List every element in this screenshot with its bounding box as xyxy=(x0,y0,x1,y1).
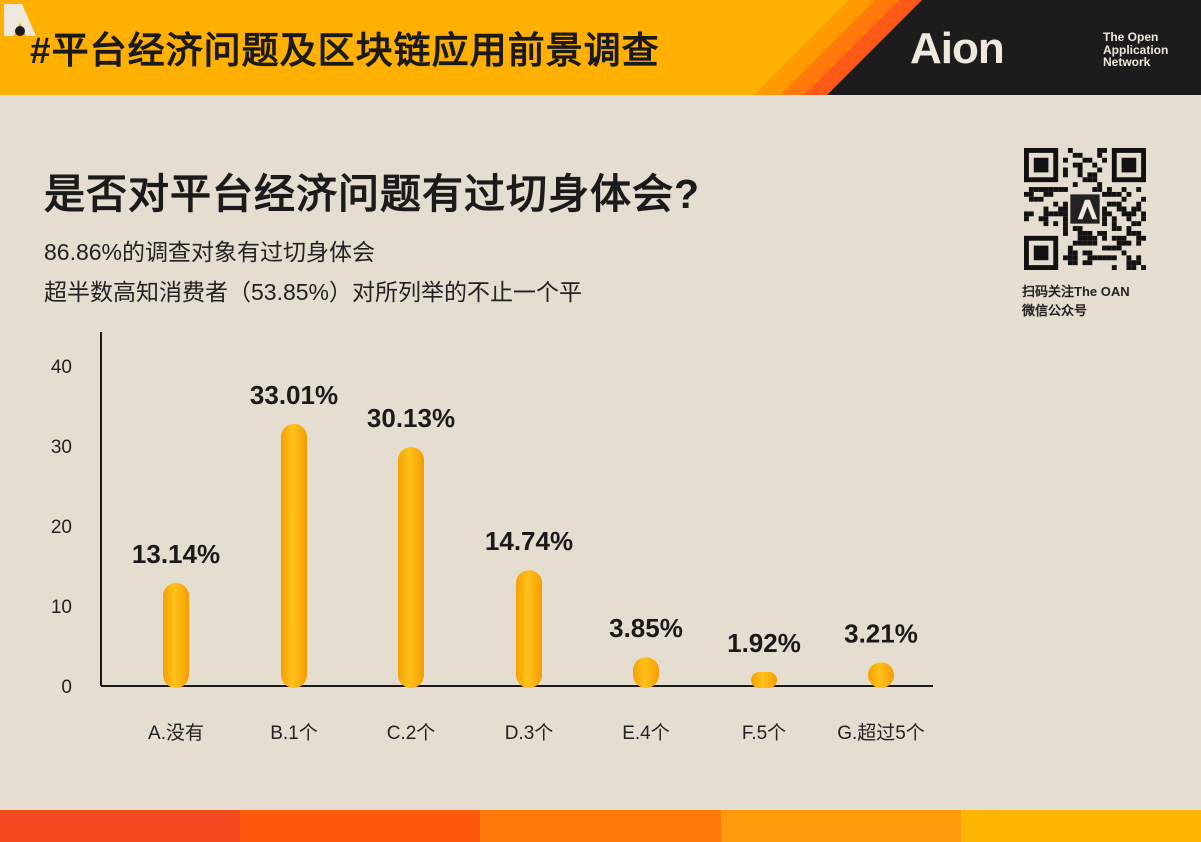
y-tick-label: 40 xyxy=(51,357,72,378)
data-label: 1.92% xyxy=(727,628,801,658)
data-label: 3.21% xyxy=(844,618,918,648)
header-title: #平台经济问题及区块链应用前景调查 xyxy=(30,30,660,71)
bar xyxy=(516,570,542,688)
bar-chart: 0 10 20 30 40 13.14% A.没有 33.01% B.1个 30.13% C.2个 1… xyxy=(51,332,933,744)
y-tick-label: 30 xyxy=(51,437,72,458)
data-label: 13.14% xyxy=(132,539,220,569)
x-tick-label: C.2个 xyxy=(387,722,436,744)
qr-caption: 扫码关注The OAN 微信公众号 xyxy=(1022,282,1130,320)
y-tick-label: 0 xyxy=(61,677,72,698)
header-background xyxy=(0,0,1201,95)
data-label: 30.13% xyxy=(367,403,455,433)
bar xyxy=(868,662,894,688)
bar xyxy=(633,657,659,688)
bar xyxy=(751,672,777,688)
y-tick-label: 20 xyxy=(51,517,72,538)
data-label: 14.74% xyxy=(485,526,573,556)
footer-stripe xyxy=(0,810,1201,842)
footer-segment xyxy=(480,810,721,842)
header-banner: #平台经济问题及区块链应用前景调查 Aion The Open Applicat… xyxy=(0,0,1201,95)
qr-code-icon xyxy=(1024,148,1146,270)
x-tick-label: G.超过5个 xyxy=(837,722,925,744)
x-tick-label: F.5个 xyxy=(742,722,786,744)
y-tick-label: 10 xyxy=(51,597,72,618)
x-tick-label: B.1个 xyxy=(270,722,318,744)
footer-segment xyxy=(960,810,1201,842)
footer-segment xyxy=(240,810,481,842)
x-tick-label: E.4个 xyxy=(622,722,670,744)
bar xyxy=(398,446,424,688)
x-tick-label: A.没有 xyxy=(148,722,204,744)
qr-caption-line-1: 扫码关注The OAN xyxy=(1022,284,1130,299)
qr-caption-line-2: 微信公众号 xyxy=(1022,303,1088,318)
question-heading: 是否对平台经济问题有过切身体会? xyxy=(44,171,701,217)
data-label: 3.85% xyxy=(609,613,683,643)
aion-logo: Aion xyxy=(910,24,1005,73)
footer-segment xyxy=(720,810,961,842)
footer-segment xyxy=(0,810,241,842)
oan-wordmark: The Open Application Network xyxy=(1103,30,1169,69)
oan-logo-icon xyxy=(4,4,36,36)
data-label: 33.01% xyxy=(250,380,338,410)
bar xyxy=(281,423,307,688)
bar xyxy=(163,582,189,688)
x-tick-label: D.3个 xyxy=(505,722,554,744)
subtitle-line-2: 超半数高知消费者（53.85%）对所列举的不止一个平 xyxy=(44,279,583,305)
subtitle-line-1: 86.86%的调查对象有过切身体会 xyxy=(44,239,376,265)
